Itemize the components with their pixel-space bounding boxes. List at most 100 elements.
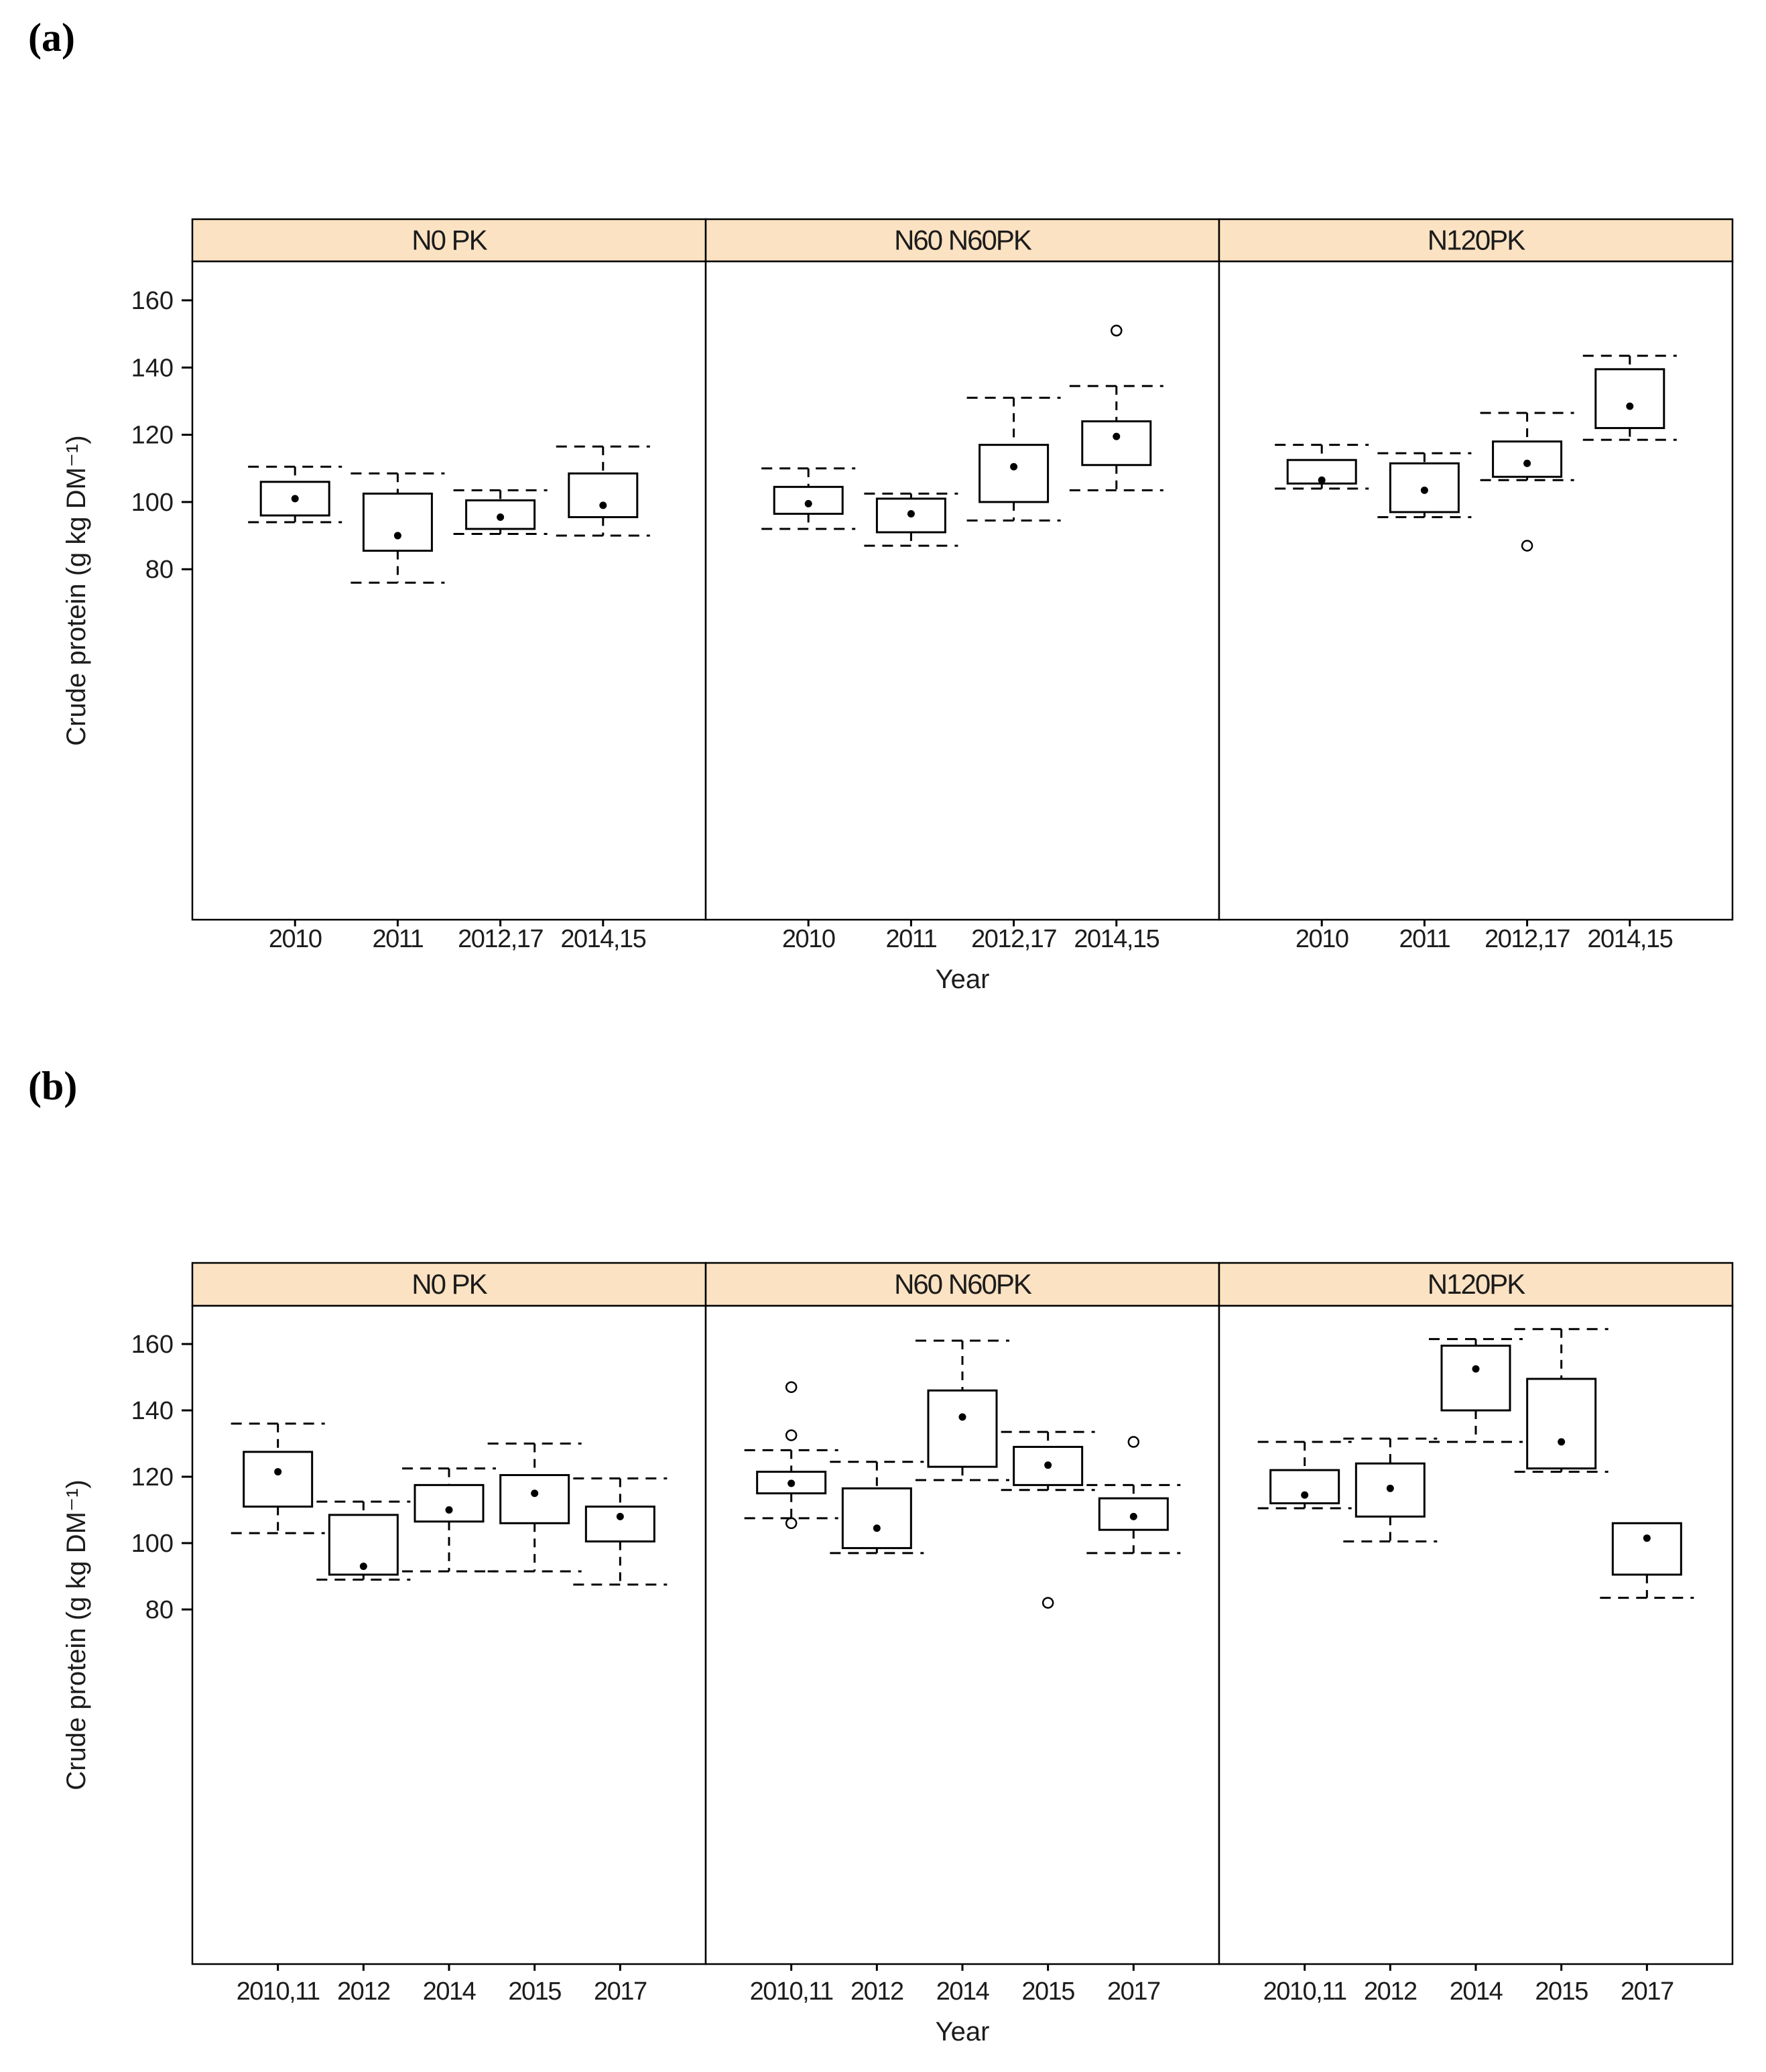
- y-tick-label: 160: [131, 287, 174, 315]
- x-tick-label: 2012,17: [971, 925, 1056, 953]
- y-tick-label: 120: [131, 422, 174, 450]
- y-axis-title: Crude protein (g kg DM⁻¹): [62, 1479, 91, 1790]
- iqr-box: [414, 1483, 485, 1523]
- outlier-point: [1111, 324, 1123, 337]
- iqr-box: [465, 499, 536, 530]
- x-tick-label: 2011: [373, 925, 424, 953]
- facet-strip-label: N60 N60PK: [894, 1268, 1032, 1300]
- mean-point: [445, 1506, 453, 1514]
- x-tick-label: 2011: [886, 925, 937, 953]
- facet-strip-label: N120PK: [1428, 1268, 1525, 1300]
- mean-point: [787, 1479, 796, 1487]
- mean-point: [958, 1413, 966, 1421]
- x-tick-label: 2012: [1364, 1977, 1417, 2006]
- mean-point: [291, 495, 299, 503]
- y-tick-label: 100: [131, 1530, 174, 1558]
- mean-point: [616, 1512, 624, 1520]
- panel-a-label: (a): [28, 15, 75, 60]
- mean-point: [497, 513, 505, 521]
- facet-strip: [191, 1262, 707, 1307]
- x-tick-label: 2017: [1621, 1977, 1674, 2006]
- iqr-box: [1269, 1469, 1340, 1505]
- facet-strip: [191, 218, 707, 263]
- x-tick-label: 2010,11: [1263, 1977, 1346, 2006]
- x-tick-label: 2014: [1450, 1977, 1503, 2006]
- x-tick-label: 2015: [1021, 1977, 1074, 2006]
- x-tick-label: 2015: [508, 1977, 561, 2006]
- mean-point: [1301, 1491, 1309, 1499]
- x-tick-label: 2014: [423, 1977, 477, 2006]
- x-tick-label: 2011: [1399, 925, 1450, 953]
- x-tick-label: 2012: [850, 1977, 903, 2006]
- x-tick-label: 2014,15: [1587, 925, 1672, 953]
- outlier-point: [1521, 540, 1533, 552]
- facet-strip: [1218, 218, 1734, 263]
- outlier-point: [1127, 1436, 1140, 1448]
- outlier-point: [785, 1429, 798, 1441]
- x-tick-label: 2014: [936, 1977, 990, 2006]
- x-tick-label: 2017: [1107, 1977, 1160, 2006]
- y-tick-label: 100: [131, 489, 174, 517]
- iqr-box: [1611, 1522, 1682, 1576]
- outlier-point: [785, 1517, 798, 1530]
- y-tick-label: 120: [131, 1463, 174, 1491]
- mean-point: [531, 1489, 539, 1498]
- x-tick-label: 2010: [1296, 925, 1348, 953]
- mean-point: [873, 1524, 881, 1532]
- mean-point: [1044, 1461, 1052, 1469]
- iqr-box: [1081, 420, 1152, 467]
- y-tick-label: 80: [145, 1596, 174, 1624]
- iqr-box: [979, 444, 1050, 503]
- y-tick-label: 160: [131, 1331, 174, 1359]
- facet-panel: [191, 260, 707, 921]
- x-tick-label: 2010,11: [237, 1977, 320, 2006]
- x-tick-label: 2012,17: [1485, 925, 1570, 953]
- iqr-box: [1594, 368, 1665, 430]
- x-tick-label: 2010: [269, 925, 322, 953]
- mean-point: [1472, 1365, 1480, 1373]
- facet-panel: [704, 260, 1220, 921]
- mean-point: [393, 532, 401, 540]
- x-tick-label: 2015: [1535, 1977, 1588, 2006]
- mean-point: [1420, 486, 1428, 494]
- iqr-box: [1526, 1378, 1597, 1470]
- mean-point: [1626, 402, 1634, 410]
- mean-point: [274, 1468, 282, 1476]
- outlier-point: [785, 1381, 798, 1394]
- facet-strip-label: N0 PK: [412, 225, 487, 256]
- x-tick-label: 2012,17: [458, 925, 543, 953]
- panel-b-label: (b): [28, 1064, 78, 1108]
- facet-panel: [1218, 260, 1734, 921]
- outlier-point: [1042, 1597, 1054, 1609]
- facet-strip-label: N0 PK: [412, 1268, 487, 1300]
- mean-point: [1113, 432, 1121, 440]
- x-tick-label: 2012: [337, 1977, 390, 2006]
- mean-point: [1318, 476, 1326, 484]
- x-axis-title: Year: [936, 965, 990, 994]
- facet-strip-label: N120PK: [1428, 225, 1525, 256]
- x-axis-title: Year: [936, 2017, 990, 2047]
- iqr-box: [1492, 440, 1563, 478]
- mean-point: [804, 499, 812, 507]
- mean-point: [359, 1563, 367, 1571]
- x-tick-label: 2014,15: [1074, 925, 1159, 953]
- y-tick-label: 80: [145, 556, 174, 584]
- x-tick-label: 2014,15: [560, 925, 645, 953]
- facet-panel: [191, 1304, 707, 1965]
- iqr-box: [243, 1451, 314, 1508]
- mean-point: [1386, 1484, 1394, 1492]
- iqr-box: [362, 492, 433, 552]
- facet-strip-label: N60 N60PK: [894, 225, 1032, 256]
- mean-point: [599, 501, 607, 509]
- iqr-box: [1286, 459, 1357, 485]
- facet-strip: [704, 218, 1220, 263]
- iqr-box: [568, 472, 639, 518]
- x-tick-label: 2017: [594, 1977, 647, 2006]
- facet-strip: [1218, 1262, 1734, 1307]
- mean-point: [1129, 1512, 1137, 1520]
- y-tick-label: 140: [131, 354, 174, 382]
- x-tick-label: 2010,11: [750, 1977, 833, 2006]
- y-axis-title: Crude protein (g kg DM⁻¹): [62, 435, 91, 745]
- iqr-box: [499, 1474, 570, 1524]
